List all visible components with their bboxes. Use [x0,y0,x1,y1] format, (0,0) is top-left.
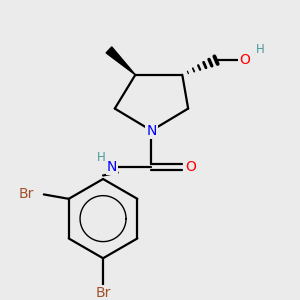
Text: O: O [185,160,196,174]
Text: H: H [256,44,264,56]
Text: N: N [107,160,117,174]
Text: N: N [146,124,157,138]
Text: O: O [239,53,250,67]
Text: Br: Br [18,188,34,201]
Text: Br: Br [95,286,111,300]
Polygon shape [106,47,135,75]
Text: H: H [97,151,106,164]
